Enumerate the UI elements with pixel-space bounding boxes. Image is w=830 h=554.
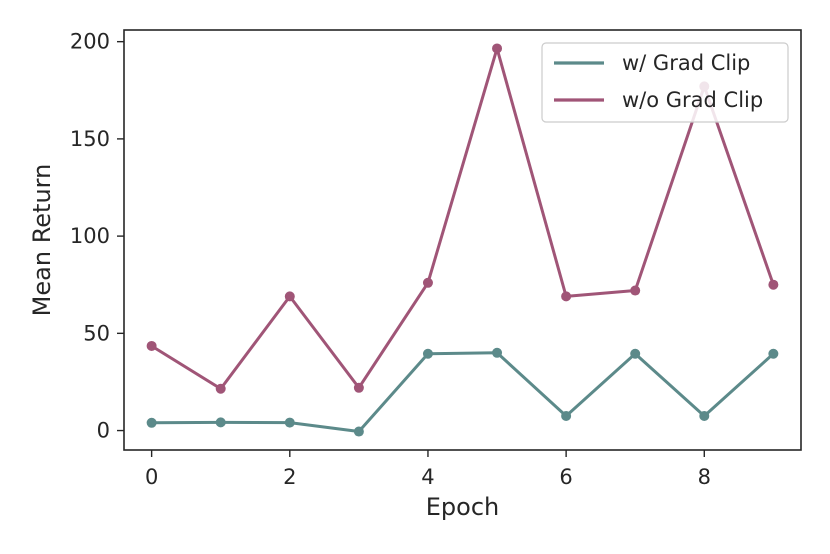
data-point-w-o-grad-clip [215, 383, 226, 394]
data-point-w-o-grad-clip [422, 277, 433, 288]
data-point-w-o-grad-clip [768, 279, 779, 290]
legend-label: w/ Grad Clip [622, 51, 750, 75]
data-point-w-o-grad-clip [353, 382, 364, 393]
x-axis-label: Epoch [426, 493, 500, 521]
plot-frame [123, 29, 802, 451]
data-point-w-o-grad-clip [146, 340, 157, 351]
data-point-w-o-grad-clip [561, 291, 572, 302]
data-point-w-o-grad-clip [492, 43, 503, 54]
y-tick-label: 50 [83, 321, 110, 345]
data-point-w-grad-clip [561, 410, 572, 421]
x-tick-label: 8 [698, 465, 711, 489]
data-point-w-o-grad-clip [630, 285, 641, 296]
y-axis-label: Mean Return [28, 164, 56, 317]
data-point-w-grad-clip [353, 426, 364, 437]
x-tick-label: 4 [421, 465, 434, 489]
legend-label: w/o Grad Clip [622, 88, 763, 112]
y-tick-label: 150 [70, 127, 110, 151]
data-point-w-grad-clip [630, 348, 641, 359]
data-point-w-grad-clip [699, 410, 710, 421]
data-point-w-grad-clip [146, 417, 157, 428]
data-point-w-grad-clip [284, 417, 295, 428]
legend: w/ Grad Clip w/o Grad Clip [541, 42, 789, 123]
x-axis: 0 2 4 6 8 [145, 450, 711, 489]
y-tick-label: 200 [70, 30, 110, 54]
y-axis: 0 50 100 150 200 [70, 30, 124, 443]
y-tick-label: 100 [70, 224, 110, 248]
data-point-w-grad-clip [422, 348, 433, 359]
series-line-w-grad-clip [150, 351, 775, 434]
series-layer [146, 43, 779, 437]
x-tick-label: 6 [559, 465, 572, 489]
data-point-w-grad-clip [768, 348, 779, 359]
x-tick-label: 0 [145, 465, 158, 489]
data-point-w-grad-clip [215, 417, 226, 428]
x-tick-label: 2 [283, 465, 296, 489]
data-point-w-grad-clip [492, 347, 503, 358]
series-line-w-o-grad-clip [150, 46, 775, 391]
y-tick-label: 0 [97, 419, 110, 443]
data-point-w-o-grad-clip [284, 291, 295, 302]
